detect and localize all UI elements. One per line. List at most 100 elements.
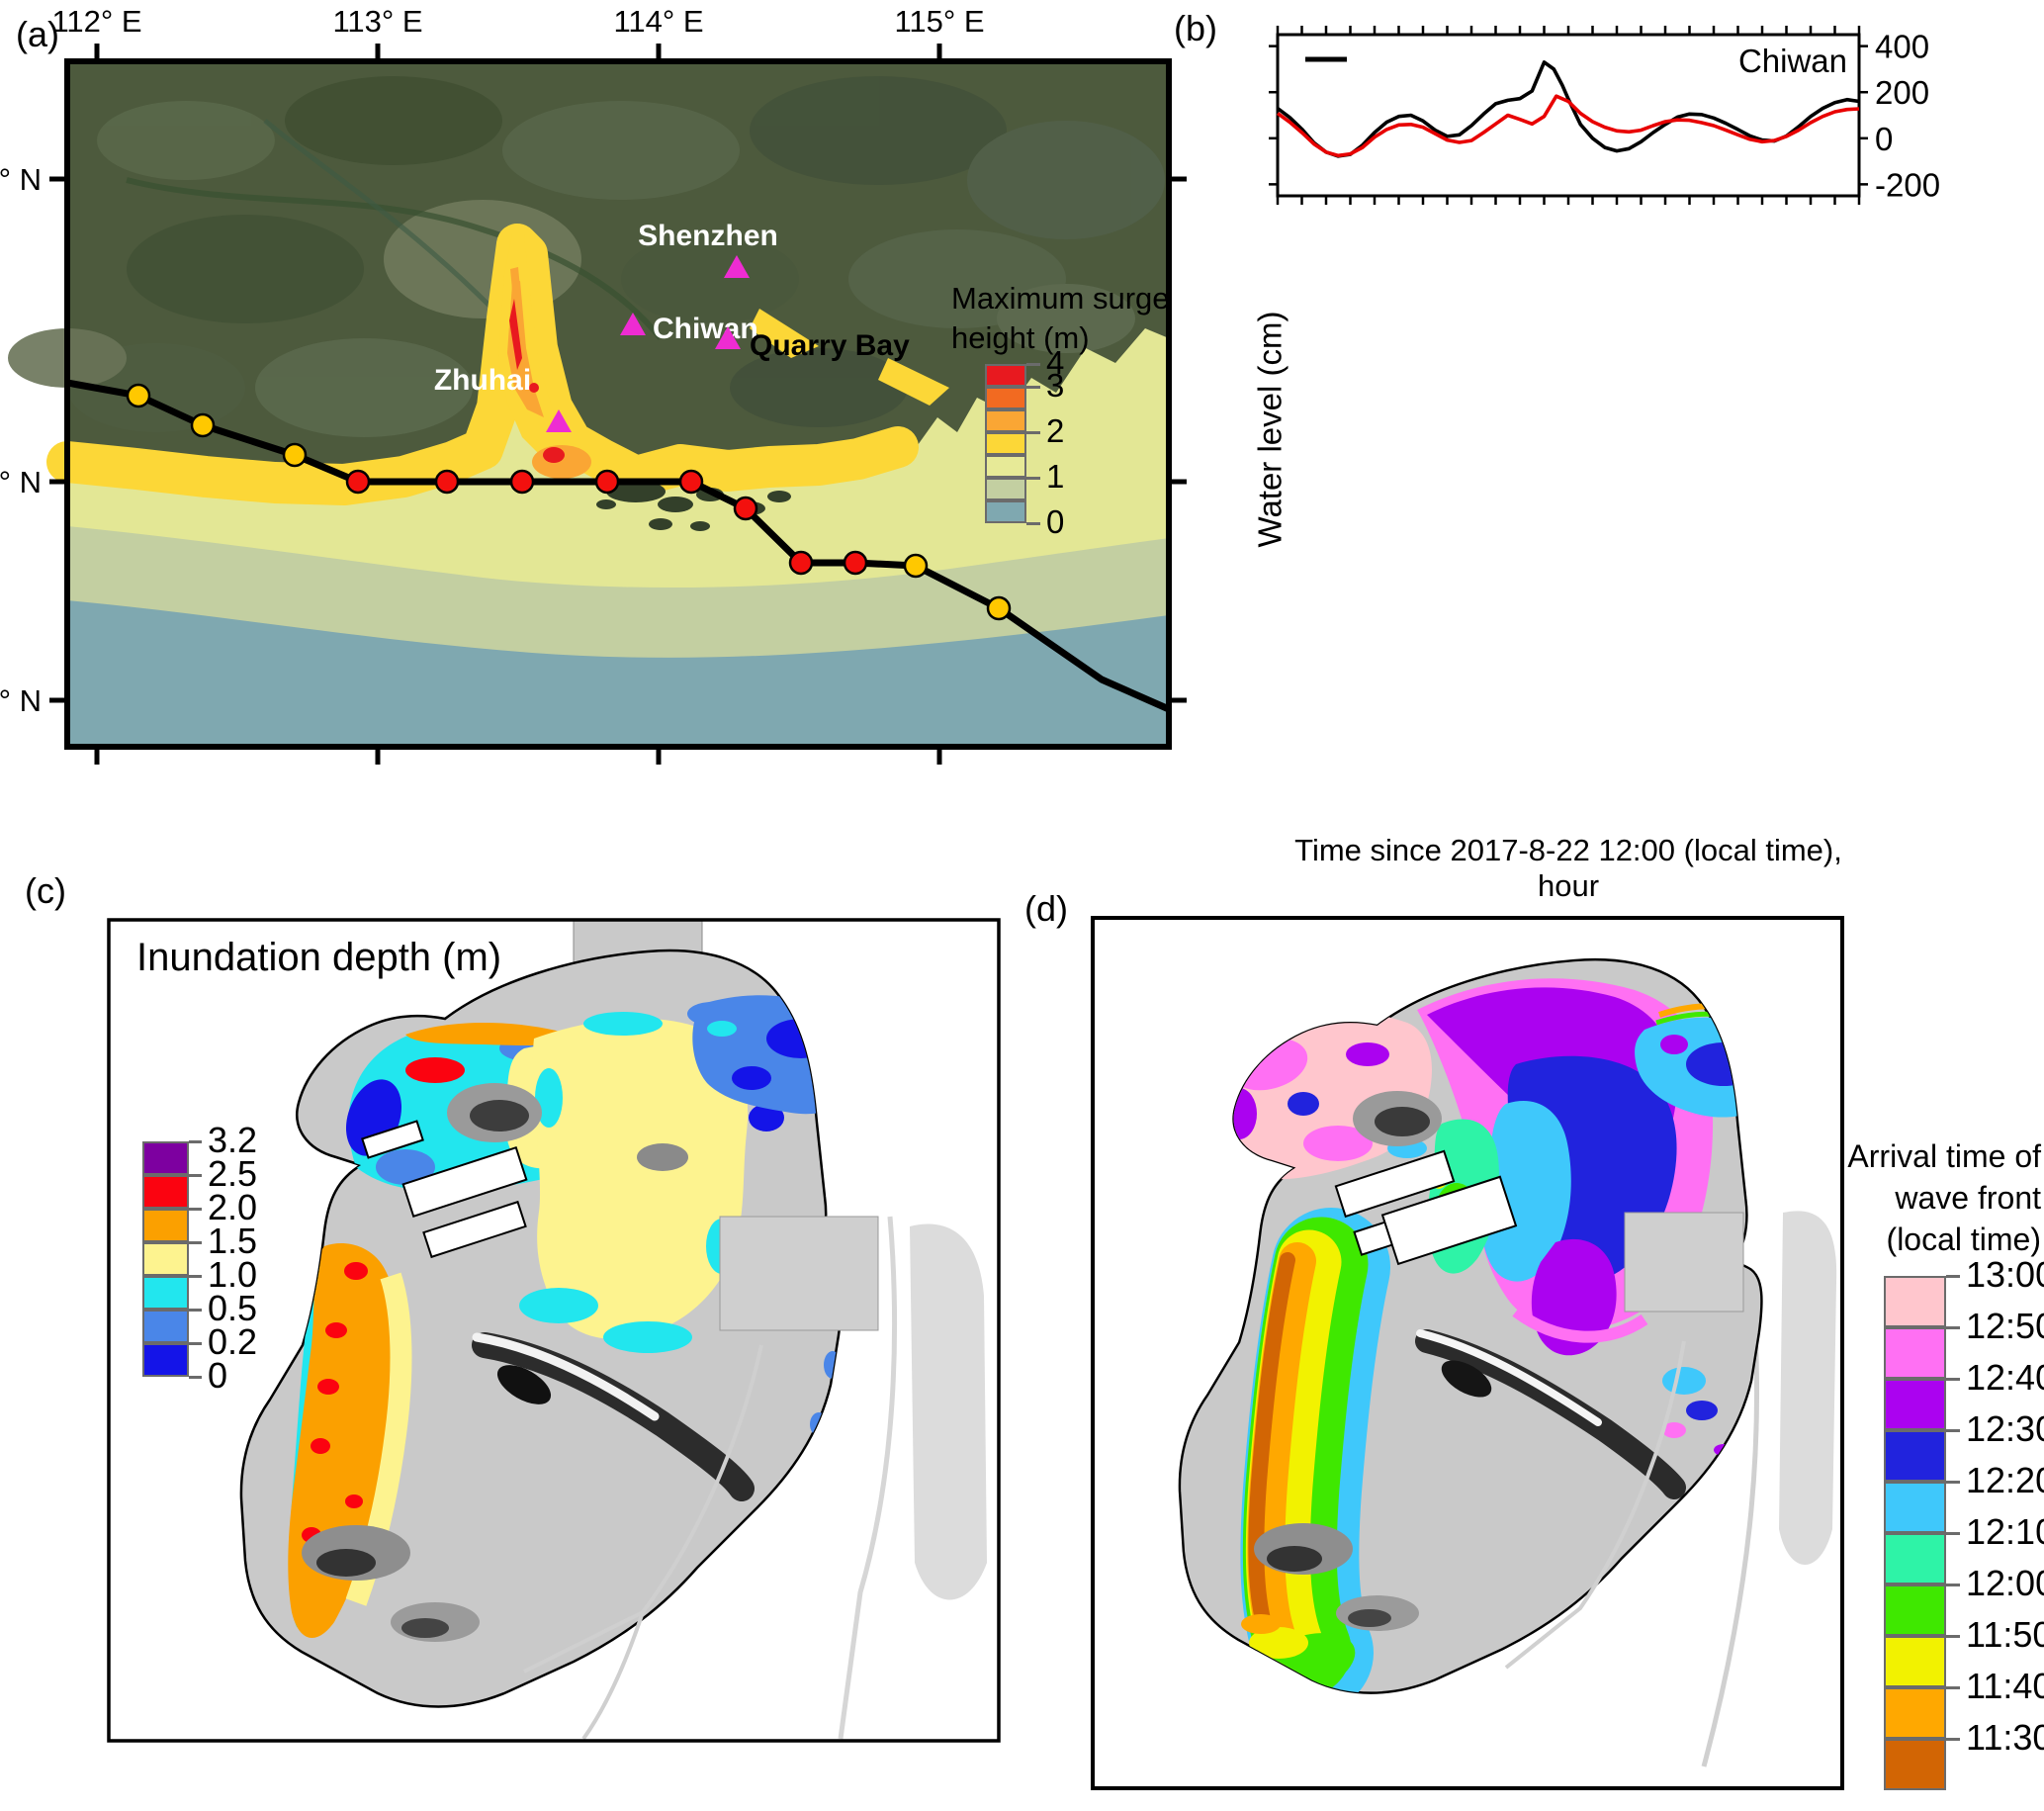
surge-legend-box [985,409,1026,432]
panel-b-label: (b) [1174,8,1217,48]
track-point-yellow [282,442,308,468]
ytick-label: 0 [1875,121,1893,157]
inundation-legend-tick [189,1275,202,1278]
station-label: Zhuhai [434,364,531,397]
surge-legend-box [985,364,1026,387]
inundation-legend-tick [189,1241,202,1244]
surge-legend-tick [1026,363,1040,366]
surge-legend-label: 1 [1046,457,1065,495]
red-streak [509,299,522,370]
lon-tick-label: 113° E [332,4,422,39]
road-c1 [523,1344,763,1674]
arrival-legend-box [1884,1739,1946,1790]
track-line [66,379,1171,713]
arrival-legend-tick [1946,1275,1960,1278]
tide-stations: Shenzhen Chiwan Zhuhai Quarry Bay [434,220,910,432]
inundation-legend-box [142,1242,189,1276]
series-model [1276,94,1860,158]
arrival-time-map [1091,916,1844,1790]
orange-streak [510,267,522,311]
lat-tick-label: 22° N [0,465,42,499]
track-point-yellow [903,553,929,579]
inundation-legend-tick [189,1174,202,1177]
ytick-label: -200 [1875,166,1940,203]
lat-tick-label: 23° N [0,162,42,197]
inundation-legend-box [142,1310,189,1343]
east-road-d [1701,1330,1760,1767]
islands [596,481,791,531]
arrival-legend-tick [1946,1481,1960,1484]
arrival-legend-label: 12:50 [1966,1305,2044,1346]
arrival-legend-label: 12:20 [1966,1459,2044,1500]
inundation-map [107,918,1001,1743]
inundation-legend-box [142,1209,189,1242]
arrival-legend-tick [1946,1326,1960,1329]
arrival-legend-label: 12:00 [1966,1562,2044,1603]
surge-legend-title-line1: Maximum surge [951,281,1170,316]
red-zhuhai [543,447,565,463]
surge-legend-label: 3 [1046,366,1065,404]
panel-c-label: (c) [25,870,66,911]
inundation-legend-label: 3.2 [208,1119,258,1160]
inundation-legend-tick [189,1208,202,1211]
arrival-legend-label: 12:40 [1966,1356,2044,1398]
inundation-legend-label: 2.0 [208,1186,258,1227]
ytick-label: 400 [1875,29,1929,65]
red-spot [529,383,539,393]
surge-legend-box [985,387,1026,409]
track-point-red [788,550,814,576]
inundation-legend-label: 1.0 [208,1253,258,1295]
track-point-red [733,496,758,521]
chart-title: Chiwan [1738,43,1847,79]
harbor-piers-c [361,1120,528,1259]
arrival-zones [1213,978,1762,1693]
road-c2 [581,1611,645,1741]
panel-a-label: (a) [16,14,59,54]
arrival-legend-tick [1946,1635,1960,1638]
inundation-legend-box [142,1175,189,1209]
hillshade-d [1254,1091,1686,1631]
panel-c-border [107,918,1001,1743]
east-land-gray [910,1223,987,1600]
station-label: Shenzhen [638,220,778,252]
station-triangle [724,255,750,278]
arrival-legend-tick [1946,1378,1960,1381]
inundation-legend-box [142,1276,189,1310]
harbor-piers-d [1334,1149,1518,1266]
track-point-red [509,469,535,495]
plaza-d [1624,1212,1744,1313]
track-point-yellow [126,383,151,408]
surge-legend-tick [1026,522,1040,525]
lat-tick-label: 21° N [0,683,42,718]
series-measured [1276,60,1860,158]
arrival-legend-tick [1946,1686,1960,1689]
lon-tick-label: 115° E [894,4,984,39]
surge-legend-title-line2: height (m) [951,320,1090,355]
arrival-legend-box [1884,1636,1946,1687]
arrival-legend-box [1884,1430,1946,1482]
surge-legend-tick [1026,386,1040,389]
inundation-legend-label: 2.5 [208,1152,258,1194]
inundation-legend-tick [189,1376,202,1379]
arrival-legend-label: 12:30 [1966,1407,2044,1449]
arrival-legend-box [1884,1379,1946,1430]
surge-legend-box [985,432,1026,455]
panel-b-xlabel: Time since 2017-8-22 12:00 (local time),… [1294,833,1842,903]
arrival-legend-label: 11:30 [1966,1716,2044,1758]
arrival-legend-box [1884,1327,1946,1379]
typhoon-track [66,379,1171,713]
track-point-yellow [190,412,216,438]
station-triangle [620,313,646,335]
lon-tick-label: 112° E [51,4,141,39]
track-point-red [594,469,620,495]
arrival-legend-label: 13:00 [1966,1253,2044,1295]
station-triangle [546,409,572,432]
lon-tick-label: 114° E [613,4,703,39]
inundation-legend-label: 1.5 [208,1220,258,1261]
ne-inlet-yellow-1 [750,309,819,358]
arrival-legend-tick [1946,1532,1960,1535]
inundation-legend-box [142,1343,189,1377]
arrival-legend-box [1884,1533,1946,1585]
road-d1 [1504,1340,1686,1670]
arrival-legend-box [1884,1687,1946,1739]
